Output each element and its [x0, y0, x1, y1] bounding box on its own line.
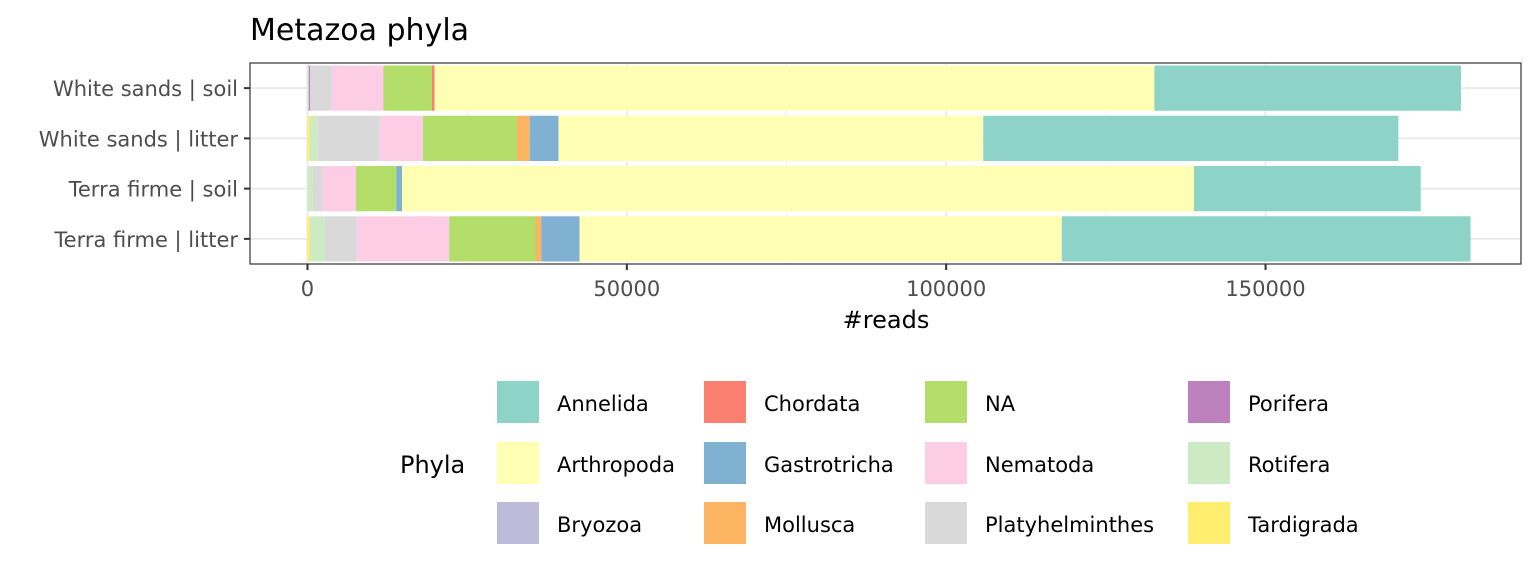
bar-nematoda-3 — [322, 166, 357, 212]
y-tick-label: Terra firme | soil — [68, 178, 238, 203]
bar-na-1 — [383, 65, 433, 111]
bar-rotifera-2 — [310, 115, 318, 161]
bar-rotifera-4 — [310, 216, 325, 262]
legend-key-tardigrada — [1188, 502, 1230, 544]
legend-label-porifera: Porifera — [1248, 392, 1329, 416]
bar-nematoda-2 — [380, 115, 424, 161]
bar-platyhelminthes-4 — [324, 216, 357, 262]
y-tick-label: White sands | soil — [53, 77, 238, 102]
bar-gastrotricha-4 — [541, 216, 580, 262]
bar-tardigrada-2 — [307, 115, 311, 161]
bar-tardigrada-4 — [307, 216, 311, 262]
bar-arthropoda-3 — [402, 166, 1194, 212]
legend: Phyla Annelida Arthropoda Bryozoa Chordata Ga… — [400, 381, 1359, 544]
x-tick-label: 50000 — [593, 277, 660, 301]
bar-arthropoda-2 — [558, 115, 984, 161]
bar-platyhelminthes-3 — [312, 166, 323, 212]
bar-nematoda-1 — [331, 65, 384, 111]
legend-key-annelida — [497, 381, 539, 423]
bar-chordata-1 — [432, 65, 435, 111]
legend-label-gastrotricha: Gastrotricha — [764, 453, 894, 477]
bar-nematoda-4 — [356, 216, 450, 262]
legend-title: Phyla — [400, 451, 465, 479]
bar-platyhelminthes-2 — [317, 115, 381, 161]
x-tick-label: 0 — [301, 277, 314, 301]
x-axis: 0 50000 100000 150000 — [301, 264, 1306, 301]
legend-label-annelida: Annelida — [557, 392, 649, 416]
x-tick-label: 150000 — [1225, 277, 1305, 301]
legend-key-nematoda — [925, 442, 967, 484]
legend-label-chordata: Chordata — [764, 392, 860, 416]
bar-annelida-3 — [1193, 166, 1421, 212]
bar-na-4 — [449, 216, 536, 262]
bar-annelida-1 — [1154, 65, 1461, 111]
bar-arthropoda-4 — [579, 216, 1062, 262]
panel-border — [249, 62, 1522, 265]
legend-label-rotifera: Rotifera — [1248, 453, 1330, 477]
chart-title: Metazoa phyla — [250, 13, 469, 48]
bar-porifera-1 — [308, 65, 311, 111]
legend-label-mollusca: Mollusca — [764, 513, 855, 537]
legend-key-arthropoda — [497, 442, 539, 484]
legend-label-arthropoda: Arthropoda — [557, 453, 675, 477]
bar-gastrotricha-2 — [529, 115, 559, 161]
legend-key-bryozoa — [497, 502, 539, 544]
legend-key-chordata — [704, 381, 746, 423]
bar-na-3 — [356, 166, 397, 212]
legend-label-nematoda: Nematoda — [985, 453, 1094, 477]
legend-key-porifera — [1188, 381, 1230, 423]
bar-gastrotricha-3 — [396, 166, 403, 212]
bar-mollusca-4 — [535, 216, 542, 262]
bars-group — [307, 65, 1471, 262]
bar-annelida-2 — [983, 115, 1399, 161]
bar-rotifera-3 — [307, 166, 313, 212]
legend-label-platyhelminthes: Platyhelminthes — [985, 513, 1154, 537]
bar-arthropoda-1 — [434, 65, 1155, 111]
legend-label-na: NA — [985, 392, 1016, 416]
bar-platyhelminthes-1 — [310, 65, 332, 111]
legend-key-platyhelminthes — [925, 502, 967, 544]
legend-key-rotifera — [1188, 442, 1230, 484]
y-tick-label: White sands | litter — [39, 127, 239, 152]
legend-key-mollusca — [704, 502, 746, 544]
legend-key-gastrotricha — [704, 442, 746, 484]
legend-key-na — [925, 381, 967, 423]
bar-rotifera-1 — [307, 65, 309, 111]
y-tick-label: Terra firme | litter — [53, 228, 238, 253]
bar-mollusca-2 — [516, 115, 530, 161]
legend-label-bryozoa: Bryozoa — [557, 513, 642, 537]
bar-annelida-4 — [1061, 216, 1471, 262]
x-tick-label: 100000 — [906, 277, 986, 301]
x-axis-label: #reads — [843, 306, 930, 334]
legend-label-tardigrada: Tardigrada — [1247, 513, 1359, 537]
y-axis: White sands | soil White sands | litter Te… — [39, 77, 250, 253]
bar-na-2 — [423, 115, 517, 161]
